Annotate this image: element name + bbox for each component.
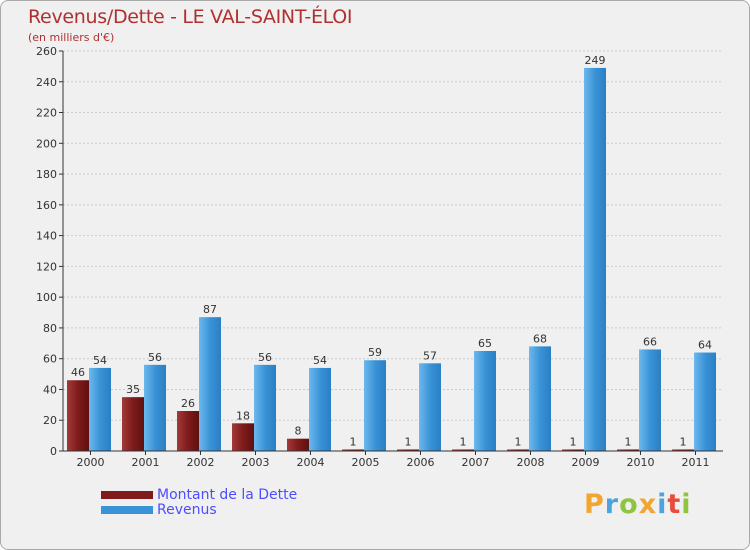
x-tick-label: 2011 [682, 456, 710, 469]
y-tick-label: 20 [43, 414, 57, 427]
bar-revenus-2010 [639, 349, 661, 451]
legend-item-dette: Montant de la Dette [101, 487, 297, 503]
data-label-dette-2004: 8 [295, 425, 302, 438]
bar-revenus-2002 [199, 317, 221, 451]
data-label-revenus-2005: 59 [368, 346, 382, 359]
bar-dette-2008 [507, 449, 529, 451]
y-tick-label: 120 [36, 260, 57, 273]
data-label-revenus-2006: 57 [423, 349, 437, 362]
bar-dette-2006 [397, 449, 419, 451]
x-tick-label: 2009 [572, 456, 600, 469]
data-label-dette-2002: 26 [181, 397, 195, 410]
data-label-dette-2005: 1 [350, 435, 357, 448]
data-label-revenus-2010: 66 [643, 335, 657, 348]
bar-dette-2000 [67, 380, 89, 451]
legend-label-dette: Montant de la Dette [157, 487, 298, 503]
chart-subtitle: (en milliers d'€) [28, 31, 115, 44]
x-tick-label: 2008 [517, 456, 545, 469]
y-tick-label: 200 [36, 137, 57, 150]
data-label-dette-2009: 1 [570, 435, 577, 448]
bar-revenus-2000 [89, 367, 111, 451]
y-tick-label: 160 [36, 199, 57, 212]
x-tick-label: 2004 [297, 456, 325, 469]
logo-letter: o [619, 489, 639, 520]
y-tick-label: 140 [36, 230, 57, 243]
bar-dette-2005 [342, 449, 364, 451]
legend-swatch-revenus [101, 506, 153, 514]
data-label-dette-2001: 35 [126, 383, 140, 396]
bar-dette-2011 [672, 449, 694, 451]
y-tick-label: 220 [36, 107, 57, 120]
logo-letter: t [667, 489, 682, 520]
data-label-dette-2000: 46 [71, 366, 85, 379]
bar-dette-2009 [562, 449, 584, 451]
data-label-revenus-2007: 65 [478, 337, 492, 350]
data-label-revenus-2001: 56 [148, 351, 162, 364]
data-label-dette-2011: 1 [680, 435, 687, 448]
bar-dette-2003 [232, 423, 254, 451]
y-tick-label: 180 [36, 168, 57, 181]
data-label-revenus-2011: 64 [698, 339, 712, 352]
x-tick-label: 2002 [187, 456, 215, 469]
data-label-revenus-2004: 54 [313, 354, 327, 367]
bar-revenus-2008 [529, 346, 551, 451]
data-label-revenus-2002: 87 [203, 303, 217, 316]
data-label-dette-2008: 1 [515, 435, 522, 448]
bar-revenus-2001 [144, 364, 166, 451]
data-label-revenus-2000: 54 [93, 354, 107, 367]
x-tick-label: 2000 [77, 456, 105, 469]
y-tick-label: 0 [50, 445, 57, 458]
bar-revenus-2003 [254, 364, 276, 451]
data-label-revenus-2009: 249 [585, 54, 606, 67]
x-tick-label: 2001 [132, 456, 160, 469]
data-label-dette-2010: 1 [625, 435, 632, 448]
data-label-dette-2007: 1 [460, 435, 467, 448]
bar-revenus-2006 [419, 363, 441, 451]
x-tick-label: 2010 [627, 456, 655, 469]
logo-letter: P [584, 489, 605, 520]
bar-revenus-2005 [364, 360, 386, 451]
bar-revenus-2004 [309, 367, 331, 451]
y-tick-label: 100 [36, 291, 57, 304]
y-tick-label: 60 [43, 353, 57, 366]
bar-revenus-2011 [694, 352, 716, 451]
bar-revenus-2007 [474, 351, 496, 451]
x-tick-label: 2005 [352, 456, 380, 469]
bar-dette-2010 [617, 449, 639, 451]
data-label-dette-2006: 1 [405, 435, 412, 448]
legend-item-revenus: Revenus [101, 502, 217, 518]
bar-dette-2001 [122, 397, 144, 451]
legend-label-revenus: Revenus [157, 502, 217, 518]
logo-letter: i [681, 489, 692, 520]
data-label-dette-2003: 18 [236, 409, 250, 422]
data-label-revenus-2008: 68 [533, 332, 547, 345]
x-tick-label: 2006 [407, 456, 435, 469]
bar-dette-2007 [452, 449, 474, 451]
bar-dette-2002 [177, 411, 199, 451]
logo-letter: x [638, 489, 658, 520]
legend-swatch-dette [101, 491, 153, 499]
bar-revenus-2009 [584, 67, 606, 451]
proxiti-logo: Proxiti [584, 489, 692, 520]
logo-letter: i [657, 489, 668, 520]
y-tick-label: 40 [43, 383, 57, 396]
x-tick-label: 2003 [242, 456, 270, 469]
logo-letter: r [604, 489, 620, 520]
chart-title: Revenus/Dette - LE VAL-SAINT-ÉLOI [28, 6, 353, 28]
y-tick-label: 260 [36, 45, 57, 58]
data-label-revenus-2003: 56 [258, 351, 272, 364]
y-tick-label: 80 [43, 322, 57, 335]
bar-dette-2004 [287, 438, 309, 451]
y-tick-label: 240 [36, 76, 57, 89]
x-tick-label: 2007 [462, 456, 490, 469]
